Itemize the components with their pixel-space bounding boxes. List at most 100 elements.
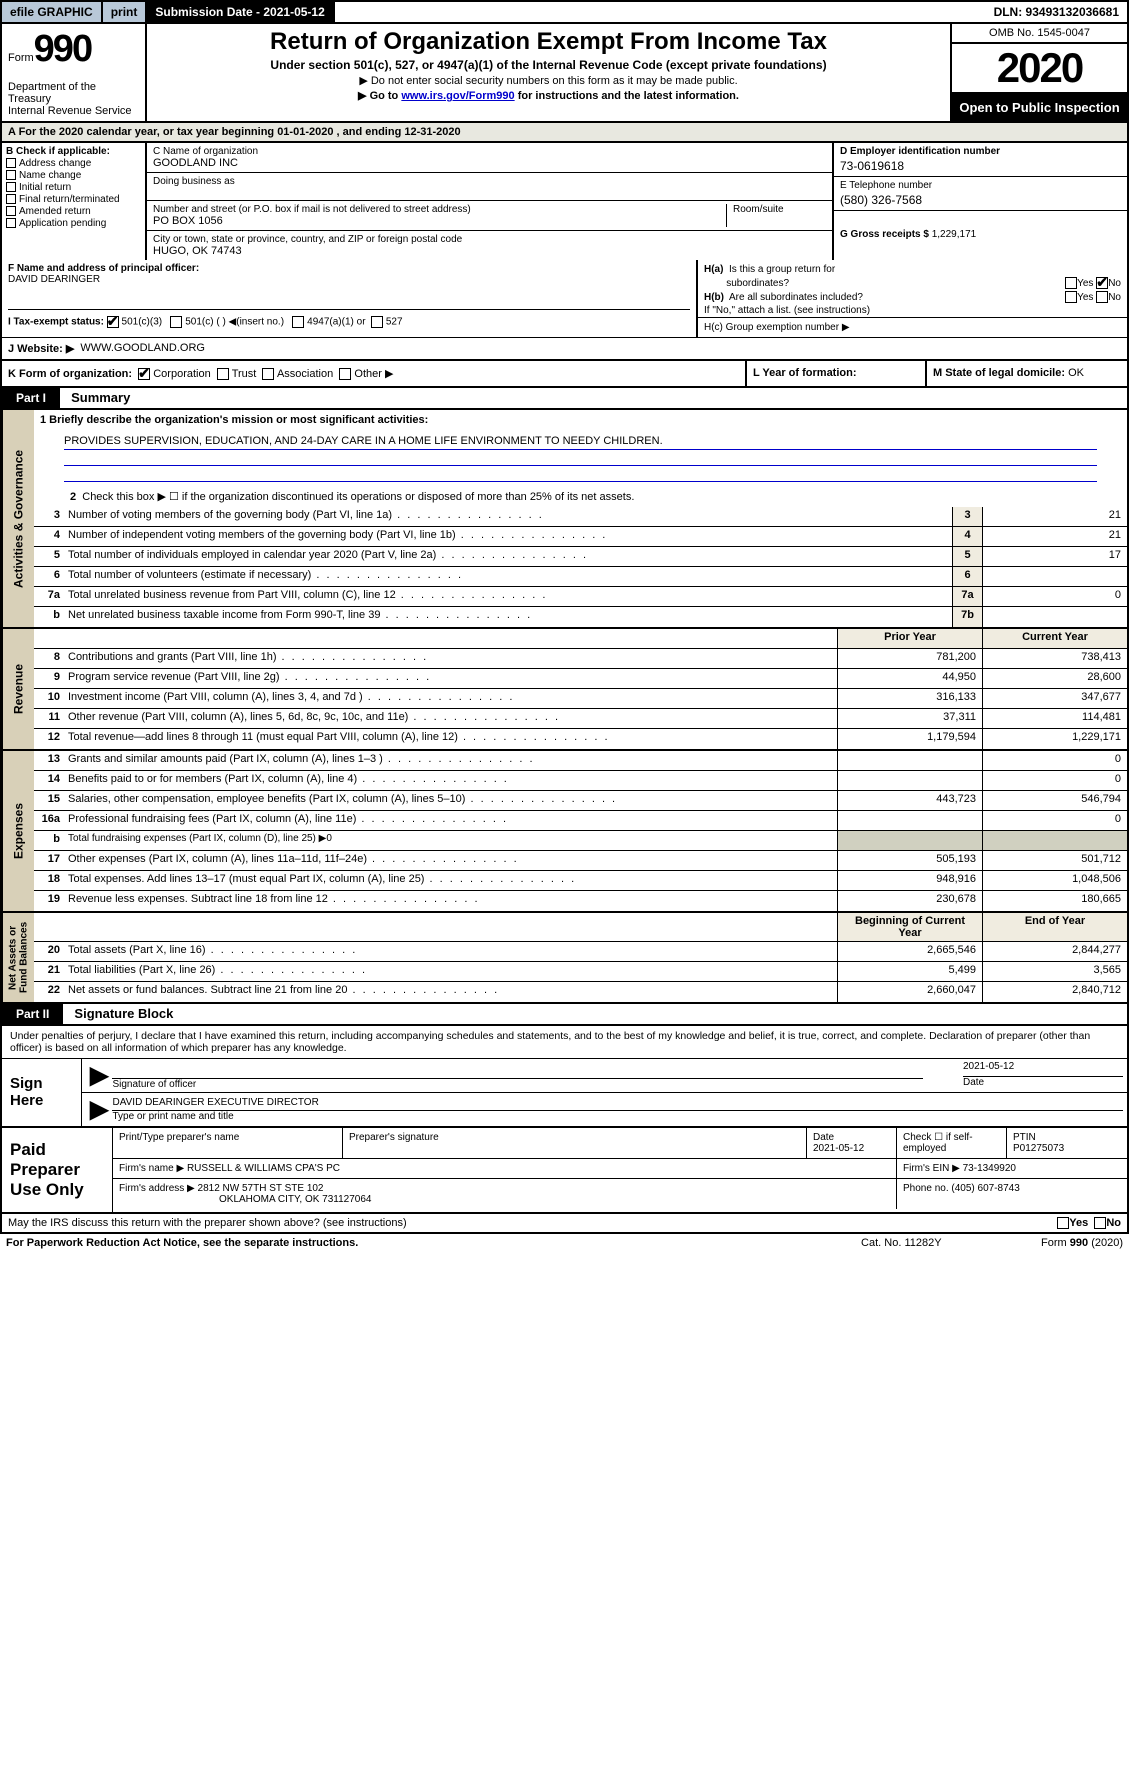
- irs-link[interactable]: www.irs.gov/Form990: [401, 90, 514, 102]
- discuss-no[interactable]: [1094, 1217, 1106, 1229]
- col-end-year: End of Year: [982, 913, 1127, 941]
- hb-yes[interactable]: [1065, 291, 1077, 303]
- form-header: Form990 Department of the TreasuryIntern…: [0, 24, 1129, 123]
- officer-name: DAVID DEARINGER EXECUTIVE DIRECTOR: [112, 1095, 1123, 1111]
- ha-no[interactable]: [1096, 277, 1108, 289]
- sig-arrow-icon: ▶: [86, 1095, 112, 1124]
- chk-4947[interactable]: [292, 316, 304, 328]
- summary-line: 5Total number of individuals employed in…: [34, 547, 1127, 567]
- sig-date: 2021-05-12: [963, 1061, 1123, 1077]
- signature-block: Under penalties of perjury, I declare th…: [0, 1026, 1129, 1128]
- summary-line: 6Total number of volunteers (estimate if…: [34, 567, 1127, 587]
- chk-initial-return[interactable]: Initial return: [6, 182, 141, 193]
- chk-527[interactable]: [371, 316, 383, 328]
- firm-ein: 73-1349920: [963, 1163, 1016, 1174]
- section-c: C Name of organizationGOODLAND INC Doing…: [147, 143, 832, 260]
- summary-line: 11Other revenue (Part VIII, column (A), …: [34, 709, 1127, 729]
- section-b: B Check if applicable: Address change Na…: [2, 143, 147, 260]
- summary-line: 22Net assets or fund balances. Subtract …: [34, 982, 1127, 1002]
- summary-line: 4Number of independent voting members of…: [34, 527, 1127, 547]
- vtab-revenue: Revenue: [2, 629, 34, 749]
- submission-date: Submission Date - 2021-05-12: [147, 2, 334, 22]
- summary-line: 19Revenue less expenses. Subtract line 1…: [34, 891, 1127, 911]
- open-inspection: Open to Public Inspection: [952, 94, 1127, 121]
- chk-501c[interactable]: [170, 316, 182, 328]
- summary-line: 20Total assets (Part X, line 16)2,665,54…: [34, 942, 1127, 962]
- chk-final-return[interactable]: Final return/terminated: [6, 194, 141, 205]
- summary-line: bTotal fundraising expenses (Part IX, co…: [34, 831, 1127, 851]
- vtab-governance: Activities & Governance: [2, 410, 34, 627]
- discuss-yes[interactable]: [1057, 1217, 1069, 1229]
- summary-line: 13Grants and similar amounts paid (Part …: [34, 751, 1127, 771]
- print-button[interactable]: print: [103, 2, 148, 22]
- street-address: PO BOX 1056: [153, 215, 726, 227]
- discuss-row: May the IRS discuss this return with the…: [0, 1214, 1129, 1234]
- part-1-expenses: Expenses 13Grants and similar amounts pa…: [0, 751, 1129, 913]
- firm-addr1: 2812 NW 57TH ST STE 102: [198, 1183, 324, 1194]
- form-number: 990: [34, 28, 91, 70]
- section-abcdefg: B Check if applicable: Address change Na…: [0, 143, 1129, 260]
- summary-line: 8Contributions and grants (Part VIII, li…: [34, 649, 1127, 669]
- hb-no[interactable]: [1096, 291, 1108, 303]
- mission-text: PROVIDES SUPERVISION, EDUCATION, AND 24-…: [64, 434, 1097, 450]
- summary-line: 21Total liabilities (Part X, line 26)5,4…: [34, 962, 1127, 982]
- sig-officer-label: Signature of officer: [112, 1079, 923, 1090]
- summary-line: 18Total expenses. Add lines 13–17 (must …: [34, 871, 1127, 891]
- firm-phone: (405) 607-8743: [951, 1183, 1019, 1194]
- dept-treasury: Department of the TreasuryInternal Reven…: [8, 81, 139, 117]
- ein: 73-0619618: [840, 159, 1121, 173]
- part-1-governance: Activities & Governance 1 Briefly descri…: [0, 410, 1129, 629]
- chk-trust[interactable]: [217, 368, 229, 380]
- chk-assoc[interactable]: [262, 368, 274, 380]
- paid-preparer-label: Paid Preparer Use Only: [2, 1128, 112, 1212]
- section-klm: K Form of organization: Corporation Trus…: [0, 361, 1129, 388]
- form-title: Return of Organization Exempt From Incom…: [153, 28, 944, 56]
- org-name: GOODLAND INC: [153, 157, 826, 169]
- website: WWW.GOODLAND.ORG: [80, 342, 205, 355]
- cat-no: Cat. No. 11282Y: [861, 1237, 1041, 1249]
- part-2-header: Part II Signature Block: [0, 1004, 1129, 1026]
- summary-line: 14Benefits paid to or for members (Part …: [34, 771, 1127, 791]
- ha-yes[interactable]: [1065, 277, 1077, 289]
- note-goto: ▶ Go to www.irs.gov/Form990 for instruct…: [153, 89, 944, 102]
- summary-line: 3Number of voting members of the governi…: [34, 507, 1127, 527]
- chk-name-change[interactable]: Name change: [6, 170, 141, 181]
- summary-line: 7aTotal unrelated business revenue from …: [34, 587, 1127, 607]
- footer: For Paperwork Reduction Act Notice, see …: [0, 1234, 1129, 1252]
- sign-here-label: Sign Here: [2, 1059, 82, 1126]
- telephone: (580) 326-7568: [840, 193, 1121, 207]
- chk-app-pending[interactable]: Application pending: [6, 218, 141, 229]
- state-domicile: OK: [1068, 367, 1084, 379]
- principal-officer: DAVID DEARINGER: [8, 274, 100, 285]
- chk-corp[interactable]: [138, 368, 150, 380]
- paid-preparer: Paid Preparer Use Only Print/Type prepar…: [0, 1128, 1129, 1214]
- perjury-statement: Under penalties of perjury, I declare th…: [2, 1026, 1127, 1059]
- city-state-zip: HUGO, OK 74743: [153, 245, 826, 257]
- period-row: A For the 2020 calendar year, or tax yea…: [0, 123, 1129, 143]
- chk-501c3[interactable]: [107, 316, 119, 328]
- section-j: J Website: ▶ WWW.GOODLAND.ORG: [0, 338, 1129, 361]
- vtab-expenses: Expenses: [2, 751, 34, 911]
- efile-graphic[interactable]: efile GRAPHIC: [2, 2, 103, 22]
- firm-name: RUSSELL & WILLIAMS CPA'S PC: [187, 1163, 340, 1174]
- summary-line: 15Salaries, other compensation, employee…: [34, 791, 1127, 811]
- section-deg: D Employer identification number73-06196…: [832, 143, 1127, 260]
- dln: DLN: 93493132036681: [986, 2, 1127, 22]
- ptin: P01275073: [1013, 1143, 1064, 1154]
- part-1-header: Part I Summary: [0, 388, 1129, 410]
- chk-address-change[interactable]: Address change: [6, 158, 141, 169]
- part-1-net-assets: Net Assets orFund Balances Beginning of …: [0, 913, 1129, 1004]
- preparer-date: 2021-05-12: [813, 1143, 864, 1154]
- gross-receipts: 1,229,171: [932, 229, 977, 240]
- hc-group-exemption: H(c) Group exemption number ▶: [704, 322, 1121, 333]
- summary-line: 16aProfessional fundraising fees (Part I…: [34, 811, 1127, 831]
- col-current-year: Current Year: [982, 629, 1127, 648]
- firm-addr2: OKLAHOMA CITY, OK 731127064: [119, 1194, 372, 1205]
- part-1-revenue: Revenue Prior YearCurrent Year 8Contribu…: [0, 629, 1129, 751]
- summary-line: 12Total revenue—add lines 8 through 11 (…: [34, 729, 1127, 749]
- note-ssn: ▶ Do not enter social security numbers o…: [153, 74, 944, 87]
- chk-other[interactable]: [339, 368, 351, 380]
- form-label: Form: [8, 52, 34, 64]
- chk-amended-return[interactable]: Amended return: [6, 206, 141, 217]
- omb-number: OMB No. 1545-0047: [952, 24, 1127, 44]
